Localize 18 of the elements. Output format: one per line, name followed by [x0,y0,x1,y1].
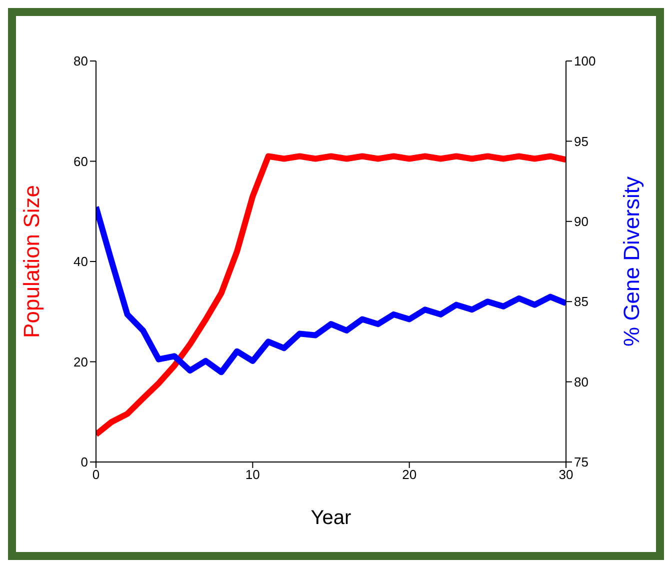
y2-tick-label: 100 [574,54,596,69]
y-tick-label: 80 [74,54,88,69]
x-tick-label: 20 [402,467,417,482]
y-tick-label: 20 [74,354,88,370]
y2-tick-label: 75 [574,454,588,470]
y-tick-label: 0 [80,454,88,470]
x-tick-label: 0 [92,467,100,482]
y2-tick-label: 85 [574,294,588,310]
y2-tick-label: 90 [574,214,588,230]
y-axis-title: Population Size [18,185,44,338]
y2-tick-label: 95 [574,134,588,149]
x-tick-label: 30 [558,467,574,482]
x-axis-title: Year [310,507,352,529]
x-tick-label: 10 [245,467,260,482]
y-tick-label: 60 [74,154,88,169]
y-tick-label: 40 [74,254,88,270]
y2-axis-title: % Gene Diversity [618,176,644,346]
y2-tick-label: 80 [574,374,588,390]
